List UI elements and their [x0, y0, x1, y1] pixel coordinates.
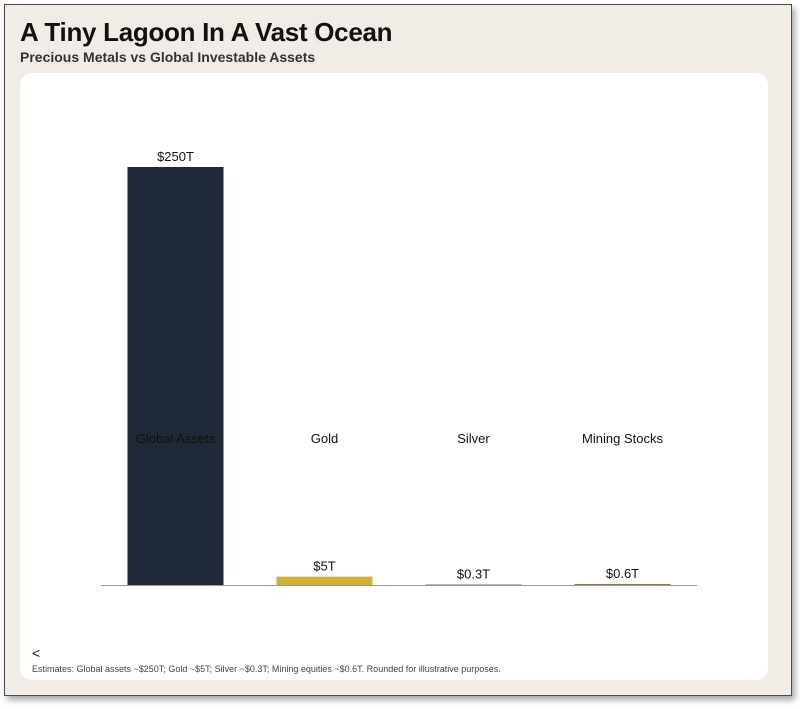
- category-label: Global Assets: [136, 431, 216, 446]
- footnote: Estimates: Global assets ~$250T; Gold ~$…: [32, 664, 501, 674]
- category-label: Gold: [311, 431, 338, 446]
- bar-global-assets: [127, 167, 224, 585]
- bar-silver: [425, 584, 522, 585]
- chart-title: A Tiny Lagoon In A Vast Ocean: [20, 17, 393, 47]
- bar-gold: [276, 576, 373, 585]
- bar-chart: $250T $5T $0.3T $0.6T Global Assets Gold Silve…: [101, 149, 697, 586]
- chart-frame: A Tiny Lagoon In A Vast Ocean Precious M…: [4, 4, 792, 696]
- chart-subtitle: Precious Metals vs Global Investable Ass…: [20, 49, 316, 65]
- bar-mining-stocks: [574, 583, 671, 585]
- category-label: Mining Stocks: [582, 431, 663, 446]
- data-label: $0.3T: [457, 566, 490, 581]
- category-label: Silver: [457, 431, 490, 446]
- data-label: $0.6T: [606, 566, 639, 581]
- data-label: $250T: [157, 149, 194, 164]
- chart-card: $250T $5T $0.3T $0.6T Global Assets Gold Silve…: [20, 73, 768, 680]
- data-label: $5T: [313, 559, 335, 574]
- back-arrow-icon[interactable]: <: [32, 645, 41, 661]
